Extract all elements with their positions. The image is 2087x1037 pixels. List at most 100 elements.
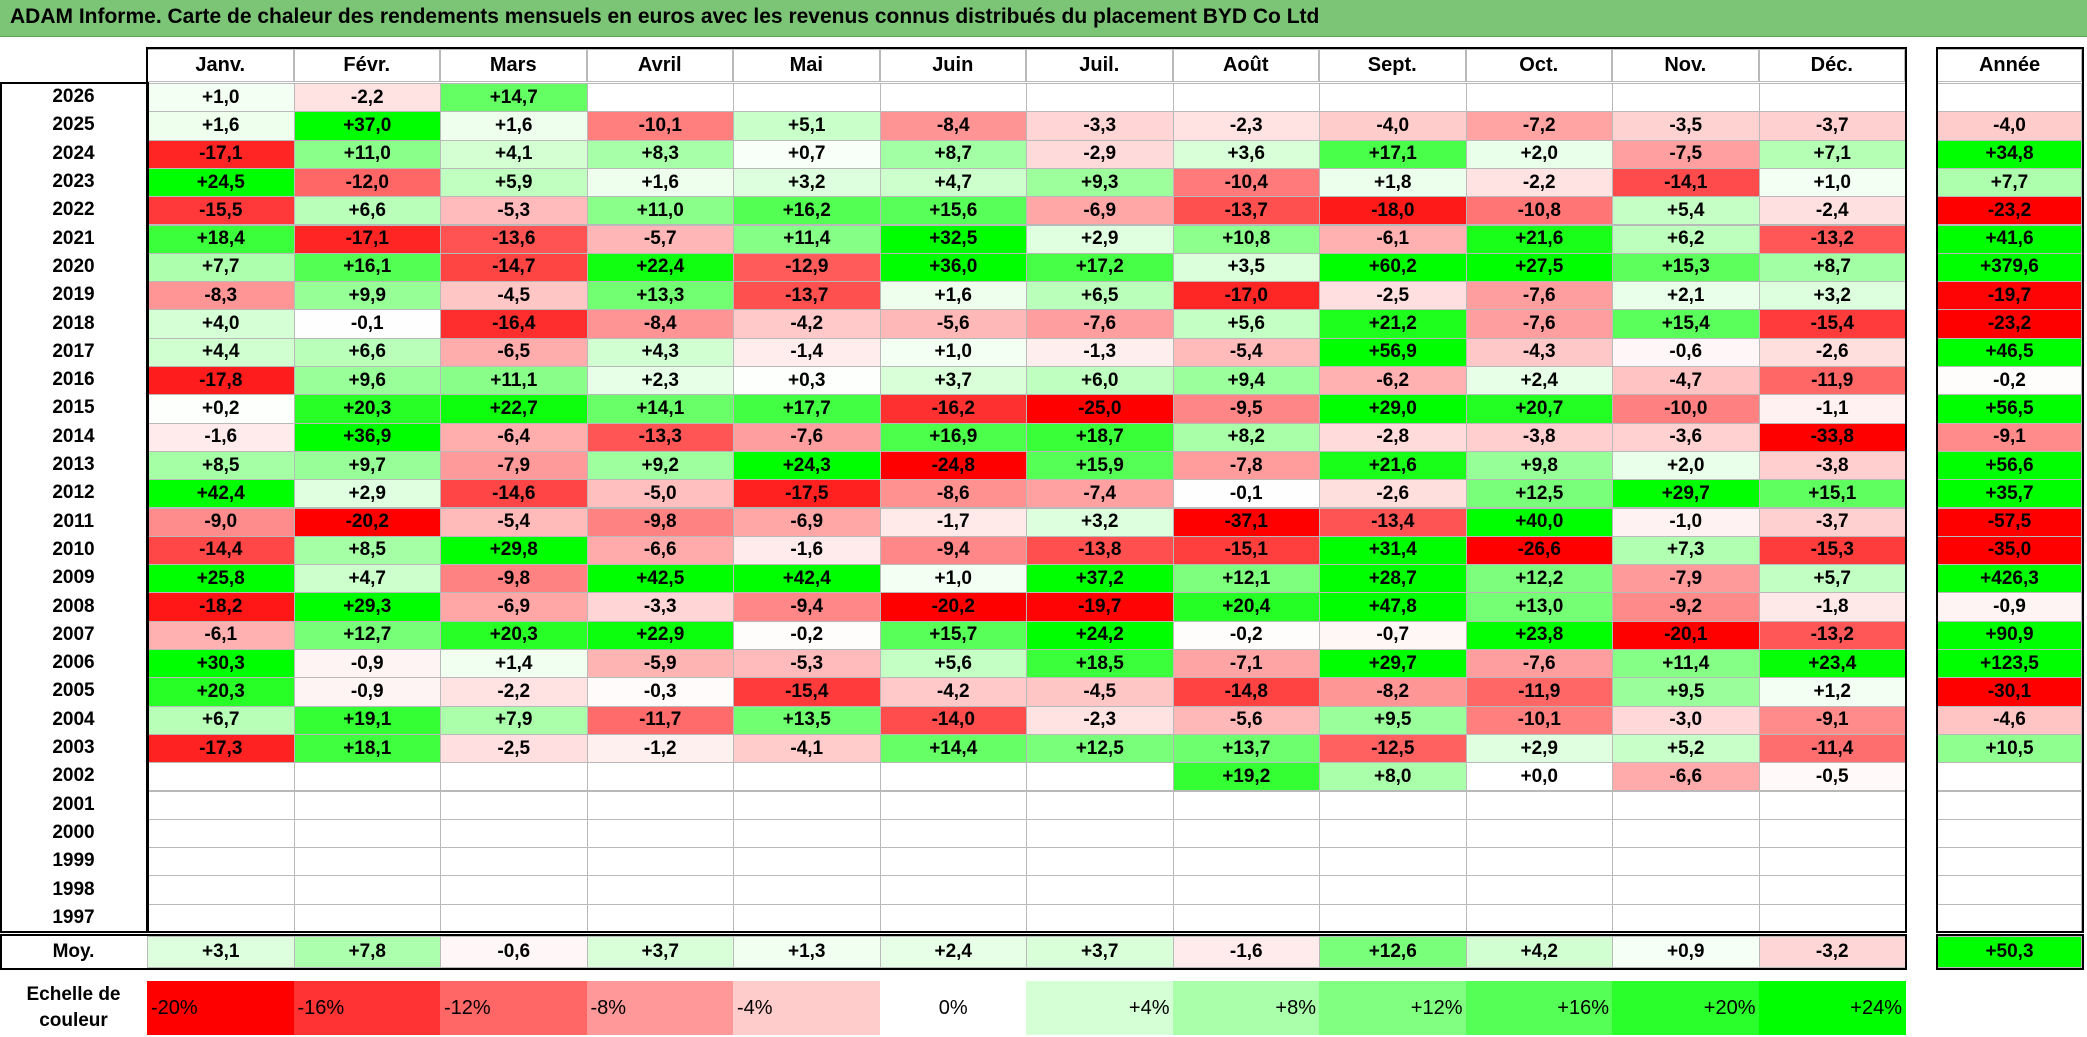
heatmap-cell: +2,1 [1612,281,1760,311]
color-scale-swatch: +12% [1319,981,1467,1035]
heatmap-cell [1319,790,1467,820]
heatmap-cell: +0,3 [733,366,881,396]
heatmap-cell: +9,8 [1465,450,1613,481]
column-header: Juin [879,49,1026,82]
heatmap-cell: -7,4 [1026,479,1174,509]
heatmap-cell: +24,3 [733,450,881,481]
heatmap-cell [147,903,295,933]
heatmap-cell: +14,7 [440,83,588,113]
heatmap-cell [879,762,1027,792]
heatmap-cell: +3,2 [1026,507,1174,537]
column-header: Avril [586,49,733,82]
heatmap-cell: +29,8 [440,535,588,566]
heatmap-cell [879,818,1027,849]
heatmap-cell: +20,3 [147,677,295,707]
year-cell [1937,790,2082,820]
heatmap-cell: -5,4 [1172,337,1320,367]
heatmap-cell: +13,7 [1172,733,1320,764]
average-cell: +3,7 [586,936,734,968]
heatmap-cell: +31,4 [1319,535,1467,566]
color-scale-swatch: +16% [1465,981,1613,1035]
heatmap-cell: -10,0 [1612,394,1760,424]
heatmap-cell: -25,0 [1026,394,1174,424]
heatmap-cell: +15,3 [1612,252,1760,283]
row-label: 2019 [52,284,95,306]
heatmap-cell: +9,2 [586,450,734,481]
year-cell [1937,875,2082,905]
heatmap-cell: +22,9 [586,620,734,650]
year-cell: -30,1 [1937,677,2082,707]
heatmap-cell: +6,6 [293,337,441,367]
column-header: Juil. [1026,49,1173,82]
heatmap-cell [586,847,734,877]
heatmap-cell: -6,1 [1319,224,1467,254]
heatmap-cell [1612,818,1760,849]
heatmap-cell: -7,6 [1026,309,1174,339]
row-label: 2025 [52,114,95,136]
heatmap-cell: +12,2 [1465,564,1613,594]
heatmap-cell: -0,5 [1758,762,1906,792]
heatmap-cell: -8,4 [879,111,1027,141]
heatmap-cell: -9,5 [1172,394,1320,424]
heatmap-cell [1612,903,1760,933]
heatmap-cell [1026,790,1174,820]
heatmap-cell [293,847,441,877]
column-header: Août [1172,49,1319,82]
heatmap-cell: +2,9 [1026,224,1174,254]
heatmap-cell: -1,0 [1612,507,1760,537]
heatmap-cell: +1,8 [1319,167,1467,198]
heatmap-cell: +0,0 [1465,762,1613,792]
average-cell: +4,2 [1465,936,1613,968]
heatmap-cell [1465,818,1613,849]
heatmap-cell [1758,790,1906,820]
heatmap-cell: -15,3 [1758,535,1906,566]
heatmap-cell [1026,83,1174,113]
heatmap-cell: -4,1 [733,733,881,764]
heatmap-cell: -17,0 [1172,281,1320,311]
row-label: 2026 [52,86,95,108]
heatmap-cell [293,762,441,792]
heatmap-cell: -5,4 [440,507,588,537]
heatmap-cell: -4,5 [1026,677,1174,707]
heatmap-cell [1465,790,1613,820]
color-scale-swatch: +4% [1026,981,1174,1035]
heatmap-cell [1026,847,1174,877]
heatmap-cell: -3,8 [1465,422,1613,452]
heatmap-cell: +15,1 [1758,479,1906,509]
heatmap-cell: -6,9 [440,592,588,622]
year-cell: +7,7 [1937,167,2082,198]
title-bar: ADAM Informe. Carte de chaleur des rende… [0,0,2087,37]
color-scale-swatch: +20% [1612,981,1760,1035]
heatmap-cell: -7,9 [1612,564,1760,594]
heatmap-cell [733,903,881,933]
heatmap-cell: +2,9 [1465,733,1613,764]
heatmap-cell: -5,3 [733,649,881,679]
heatmap-cell: +24,2 [1026,620,1174,650]
heatmap-cell: -26,6 [1465,535,1613,566]
year-cell: +35,7 [1937,479,2082,509]
heatmap-cell [586,790,734,820]
heatmap-cell [293,903,441,933]
heatmap-cell: -9,8 [440,564,588,594]
row-label: 2023 [52,171,95,193]
heatmap-cell: -8,3 [147,281,295,311]
year-cell: +379,6 [1937,252,2082,283]
heatmap-cell: -5,6 [879,309,1027,339]
heatmap-cell: -17,3 [147,733,295,764]
row-label: 2016 [52,369,95,391]
year-cell: +10,5 [1937,733,2082,764]
year-cell: +46,5 [1937,337,2082,367]
heatmap-cell: +1,4 [440,649,588,679]
heatmap-cell: -9,0 [147,507,295,537]
heatmap-cell: +37,2 [1026,564,1174,594]
heatmap-cell: +20,3 [293,394,441,424]
year-cell [1937,762,2082,792]
heatmap-cell [1612,790,1760,820]
heatmap-cell [293,790,441,820]
heatmap-cell: +2,4 [1465,366,1613,396]
year-cell: +34,8 [1937,139,2082,169]
year-cell: -4,6 [1937,705,2082,735]
color-scale-swatch: -20% [147,981,295,1035]
average-cell: +7,8 [293,936,441,968]
heatmap-cell: -12,9 [733,252,881,283]
